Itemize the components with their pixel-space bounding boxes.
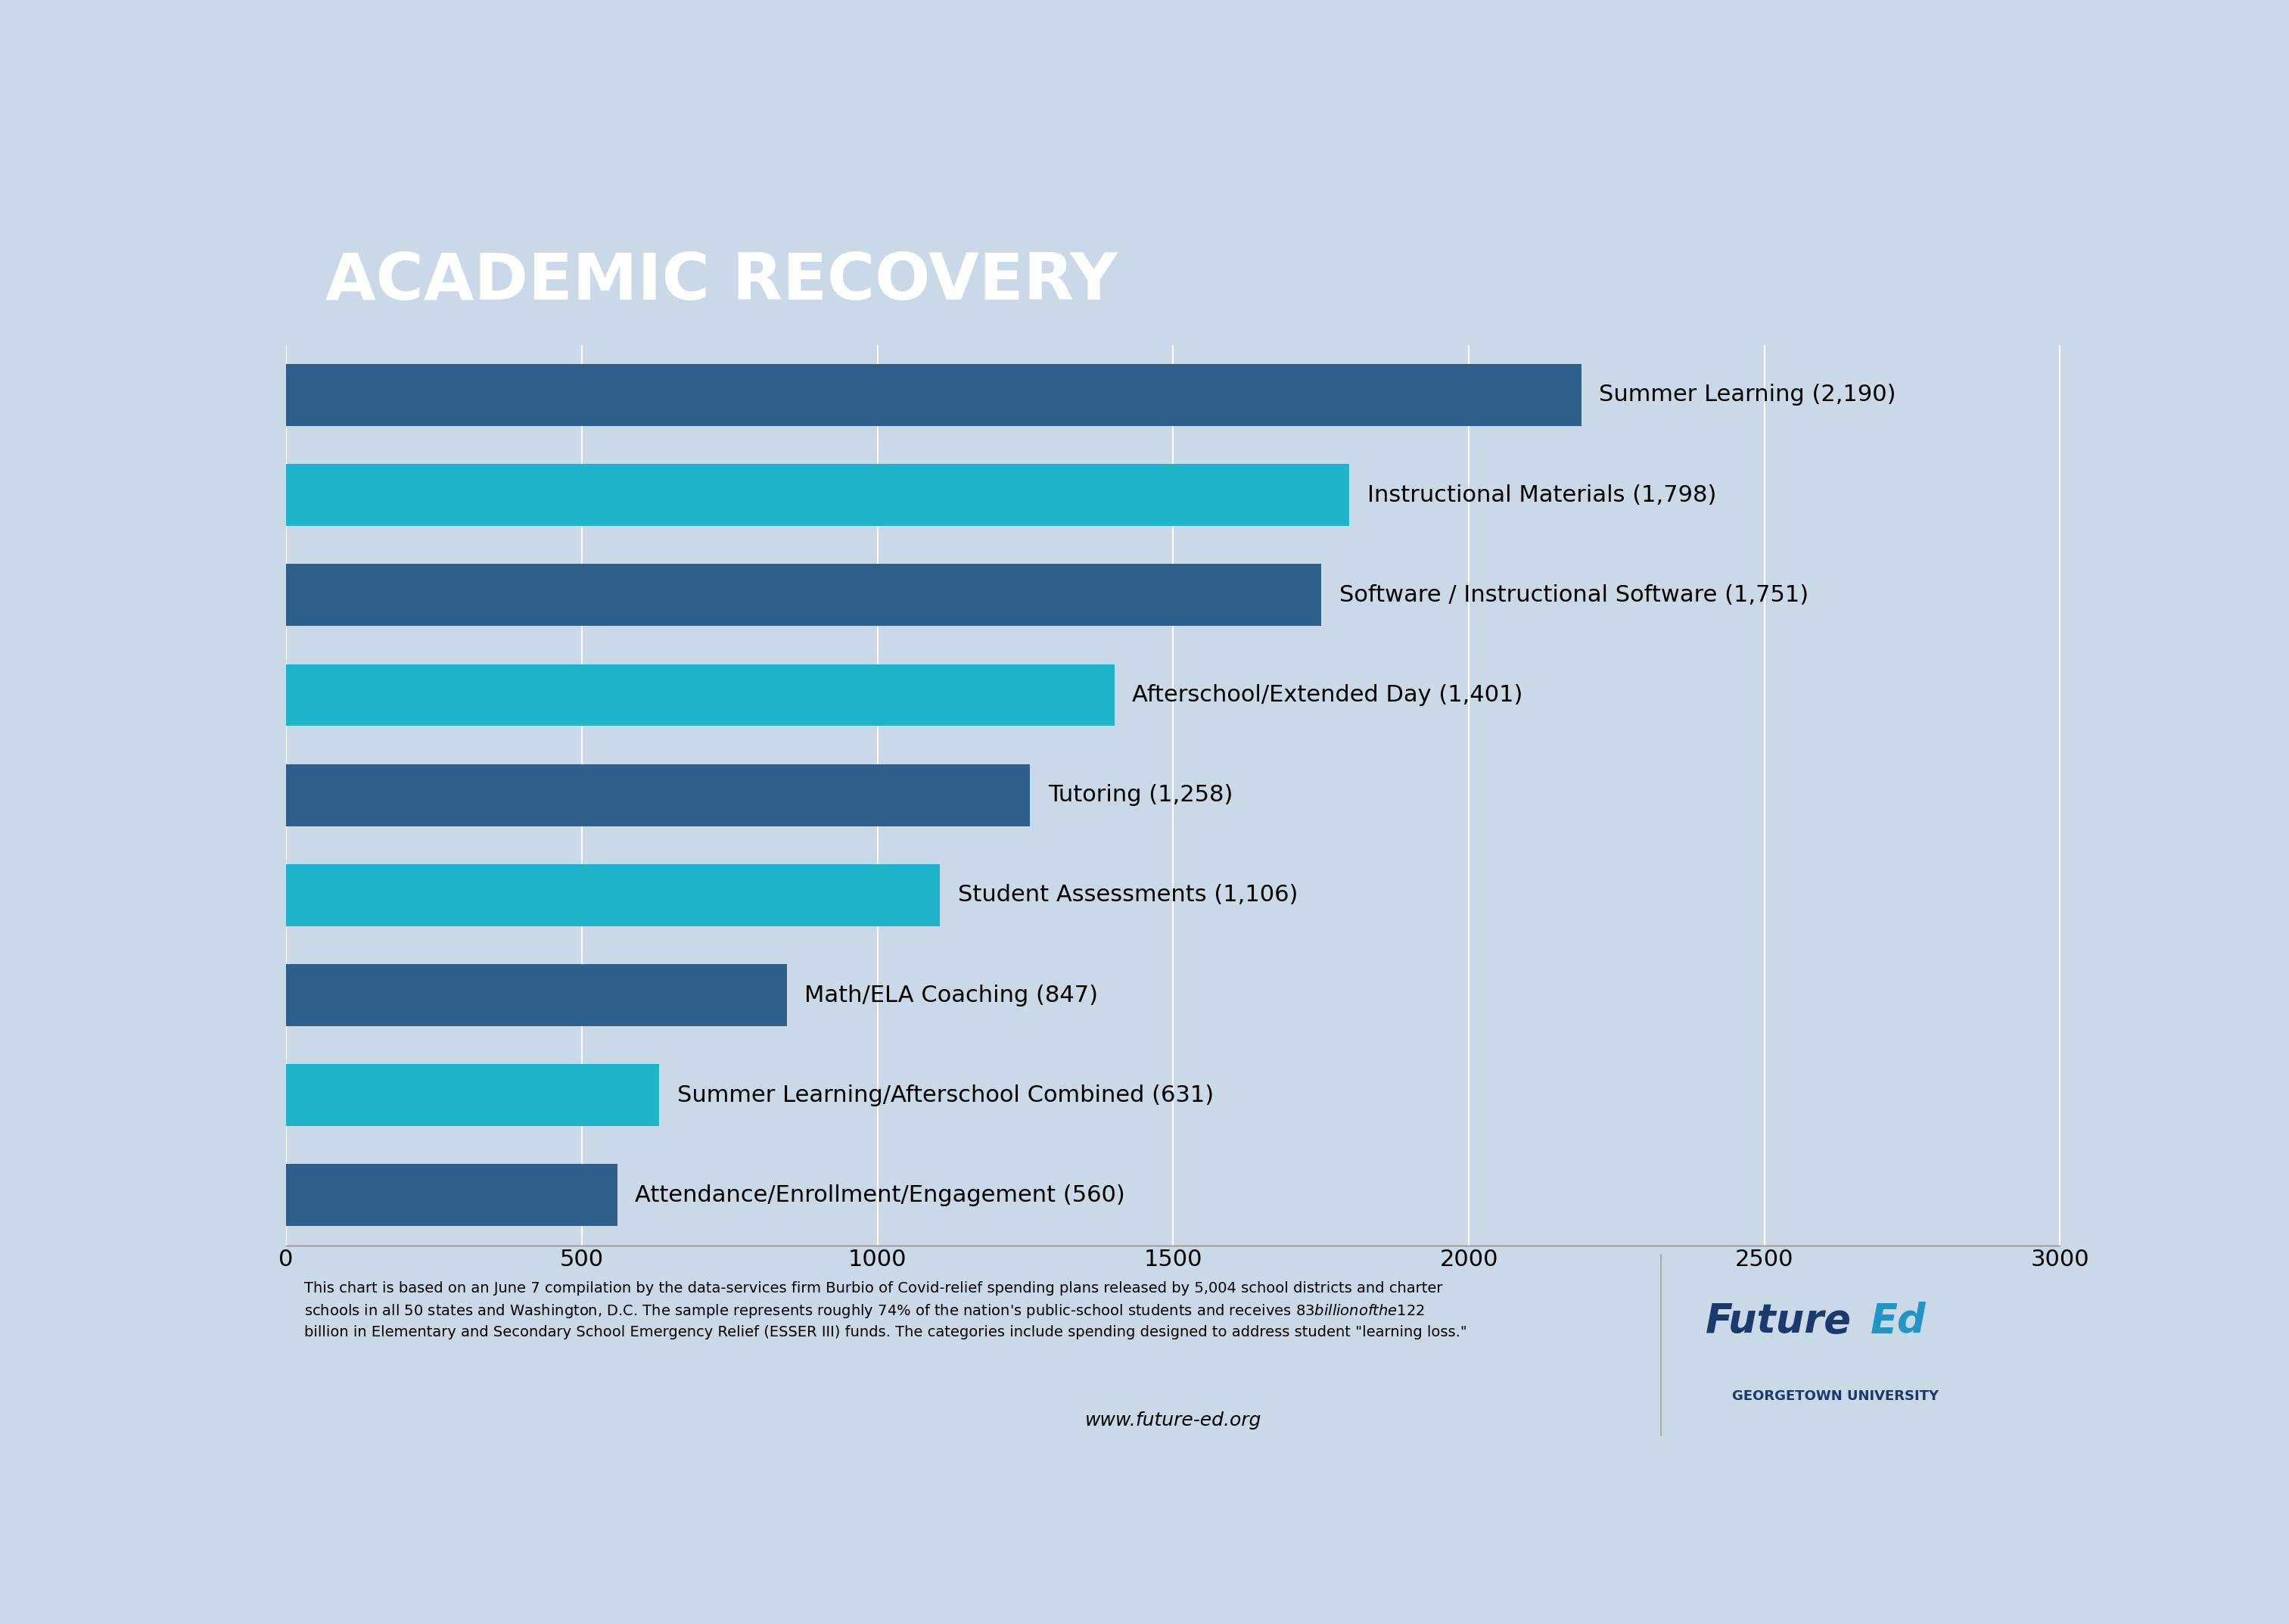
Text: Student Assessments (1,106): Student Assessments (1,106) [957, 883, 1298, 906]
Bar [286, 1064, 659, 1125]
Text: Afterschool/Extended Day (1,401): Afterschool/Extended Day (1,401) [1133, 684, 1522, 706]
Text: This chart is based on an June 7 compilation by the data-services firm Burbio of: This chart is based on an June 7 compila… [304, 1281, 1467, 1340]
Text: Instructional Materials (1,798): Instructional Materials (1,798) [1367, 484, 1717, 507]
Text: Tutoring (1,258): Tutoring (1,258) [1048, 784, 1234, 806]
Text: www.future-ed.org: www.future-ed.org [1085, 1411, 1261, 1429]
Text: Ed: Ed [1870, 1301, 1925, 1341]
Bar [286, 464, 1348, 526]
Text: Summer Learning/Afterschool Combined (631): Summer Learning/Afterschool Combined (63… [678, 1085, 1213, 1106]
Text: Attendance/Enrollment/Engagement (560): Attendance/Enrollment/Engagement (560) [634, 1184, 1126, 1207]
Text: Math/ELA Coaching (847): Math/ELA Coaching (847) [806, 984, 1099, 1007]
Text: Future: Future [1705, 1301, 1852, 1341]
Bar [286, 965, 787, 1026]
Bar [286, 664, 1115, 726]
Bar [286, 864, 941, 926]
Bar [286, 364, 1582, 425]
Text: ACADEMIC RECOVERY: ACADEMIC RECOVERY [325, 250, 1117, 313]
Bar [286, 1164, 618, 1226]
Bar [286, 564, 1321, 625]
Text: Software / Instructional Software (1,751): Software / Instructional Software (1,751… [1339, 585, 1808, 606]
Text: GEORGETOWN UNIVERSITY: GEORGETOWN UNIVERSITY [1733, 1390, 1939, 1403]
Text: Summer Learning (2,190): Summer Learning (2,190) [1598, 383, 1895, 406]
Bar [286, 765, 1030, 827]
